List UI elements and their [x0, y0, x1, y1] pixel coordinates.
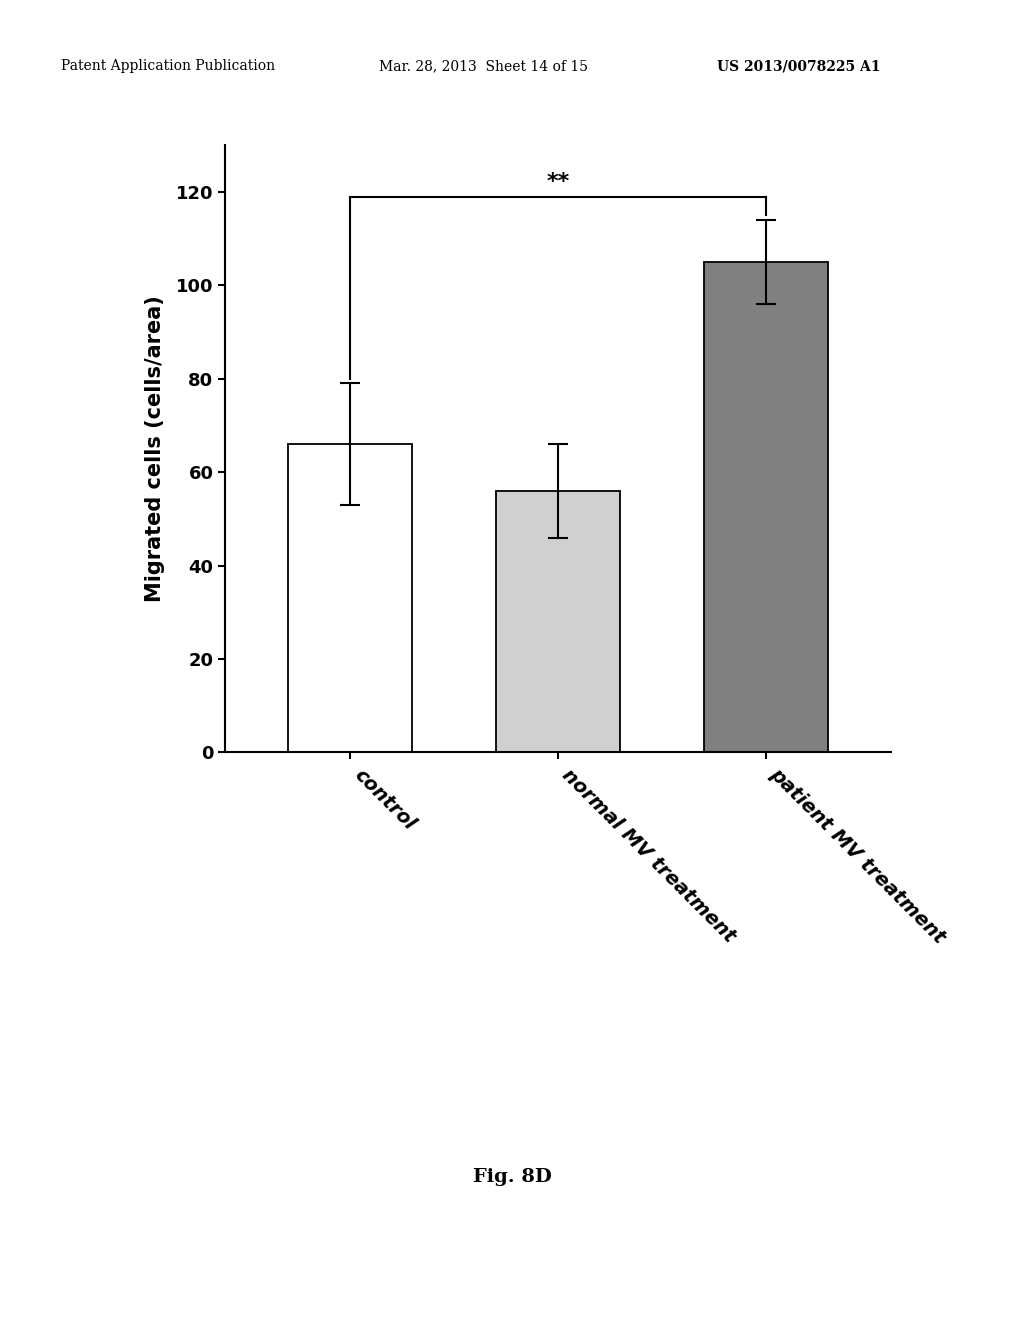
- Bar: [496, 491, 621, 752]
- Y-axis label: Migrated cells (cells/area): Migrated cells (cells/area): [144, 296, 165, 602]
- Text: US 2013/0078225 A1: US 2013/0078225 A1: [717, 59, 881, 74]
- Bar: [288, 444, 413, 752]
- Text: Mar. 28, 2013  Sheet 14 of 15: Mar. 28, 2013 Sheet 14 of 15: [379, 59, 588, 74]
- Text: **: **: [547, 172, 569, 191]
- Bar: [703, 261, 828, 752]
- Text: Fig. 8D: Fig. 8D: [472, 1168, 552, 1187]
- Text: Patent Application Publication: Patent Application Publication: [61, 59, 275, 74]
